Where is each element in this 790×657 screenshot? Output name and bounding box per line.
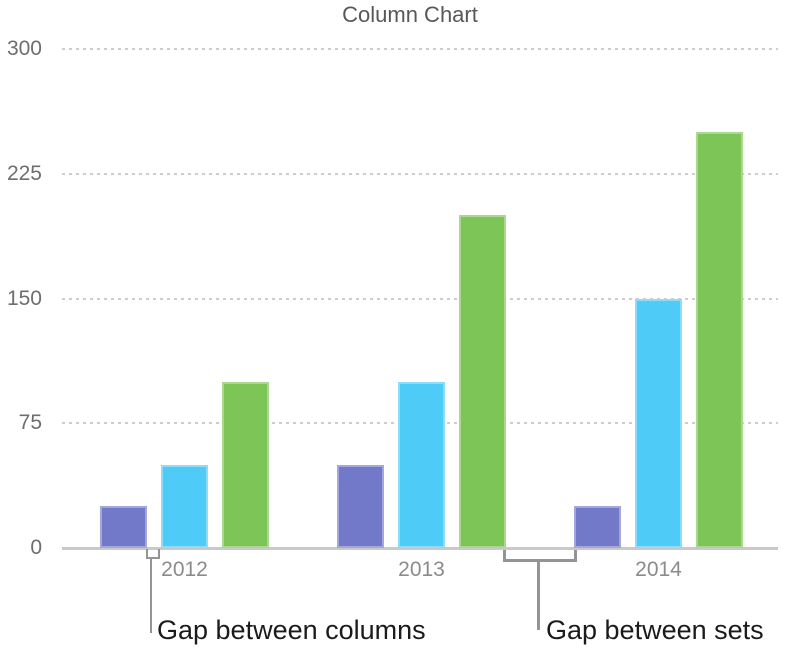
x-axis-baseline xyxy=(62,547,778,550)
bar-2012-blue xyxy=(161,464,208,548)
y-axis-tick-label-300: 300 xyxy=(6,37,42,60)
bar-2014-purple xyxy=(574,506,621,548)
gap-between-columns-pointer-line xyxy=(150,558,152,633)
y-axis-tick-label-150: 150 xyxy=(6,286,42,310)
chart-title: Column Chart xyxy=(342,2,478,27)
x-axis-category-label-2012: 2012 xyxy=(161,558,208,581)
gap-between-sets-bracket xyxy=(503,550,577,562)
gap-between-columns-bracket xyxy=(146,549,160,559)
x-axis-category-label-2014: 2014 xyxy=(635,558,682,581)
x-axis-category-label-2013: 2013 xyxy=(398,558,445,581)
gridline-150 xyxy=(62,297,778,300)
gridline-300 xyxy=(62,48,778,50)
bar-2012-purple xyxy=(100,506,147,548)
y-axis-tick-label-0: 0 xyxy=(30,536,42,559)
y-axis-tick-label-75: 75 xyxy=(18,411,42,435)
bar-2014-blue xyxy=(635,298,682,548)
gap-between-sets-label: Gap between sets xyxy=(546,615,764,645)
gap-between-columns-label: Gap between columns xyxy=(157,615,426,645)
bar-2014-green xyxy=(696,132,743,548)
bar-2013-purple xyxy=(337,464,384,548)
bar-2013-blue xyxy=(398,381,445,548)
gap-between-sets-pointer-line xyxy=(537,561,540,630)
gridline-225 xyxy=(62,172,778,175)
y-axis-tick-label-225: 225 xyxy=(6,161,42,185)
bar-2013-green xyxy=(459,215,506,548)
bar-2012-green xyxy=(222,381,269,548)
